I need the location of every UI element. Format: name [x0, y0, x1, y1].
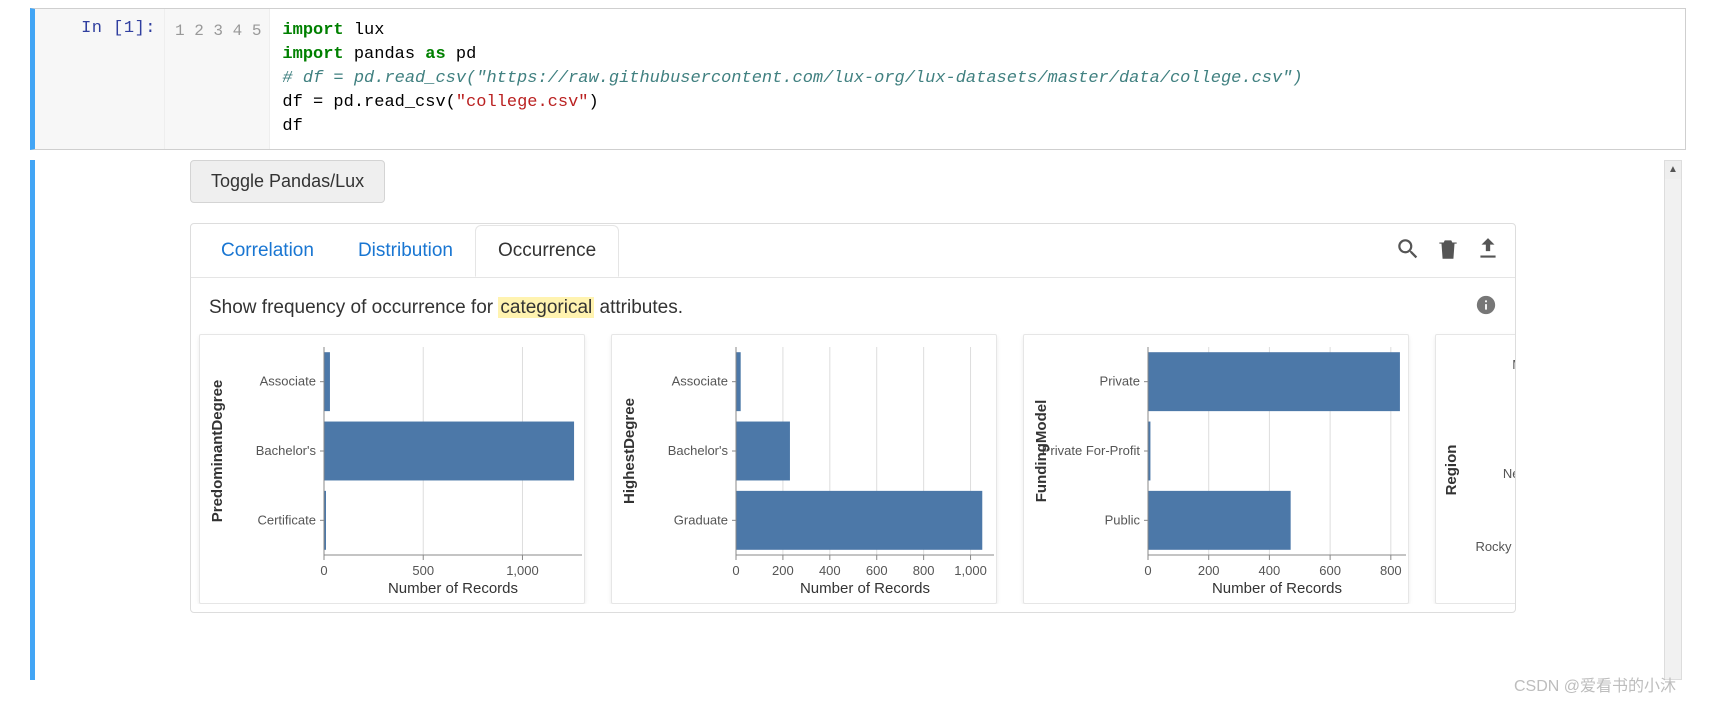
cell-output: Toggle Pandas/Lux CorrelationDistributio…	[30, 160, 1686, 680]
chart-card[interactable]: 0 200 400 600 800 1,000 Associate Bachelor's Gra…	[611, 334, 997, 604]
code-cell: In [1]: 1 2 3 4 5 import lux import pand…	[30, 8, 1686, 150]
watermark-text: CSDN @爱看书的小沐	[1514, 672, 1676, 696]
desc-prefix: Show frequency of occurrence for	[209, 297, 498, 318]
svg-text:Nev: Nev	[1503, 466, 1515, 481]
svg-text:600: 600	[1319, 563, 1341, 578]
tab-description: Show frequency of occurrence for categor…	[191, 278, 1515, 326]
svg-text:400: 400	[819, 563, 841, 578]
svg-text:Mi: Mi	[1512, 357, 1515, 372]
svg-text:Certificate: Certificate	[257, 512, 316, 527]
svg-text:Associate: Associate	[672, 374, 728, 389]
svg-text:Number of Records: Number of Records	[800, 580, 930, 597]
svg-text:Number of Records: Number of Records	[1212, 580, 1342, 597]
svg-text:Public: Public	[1105, 512, 1141, 527]
svg-text:0: 0	[1144, 563, 1151, 578]
svg-text:Private: Private	[1100, 374, 1140, 389]
svg-text:Bachelor's: Bachelor's	[668, 443, 729, 458]
chart-card[interactable]: 0 200 400 600 800 Private Private For-Profit Pu…	[1023, 334, 1409, 604]
cell-prompt: In [1]:	[35, 9, 165, 149]
svg-text:1,000: 1,000	[506, 563, 539, 578]
lux-widget-panel: CorrelationDistributionOccurrence Show f…	[190, 223, 1516, 613]
info-icon[interactable]	[1475, 294, 1497, 322]
svg-text:200: 200	[1198, 563, 1220, 578]
svg-text:0: 0	[732, 563, 739, 578]
svg-text:0: 0	[320, 563, 327, 578]
tab-correlation[interactable]: Correlation	[199, 226, 336, 276]
svg-text:Graduate: Graduate	[674, 512, 728, 527]
svg-text:Region: Region	[1443, 445, 1460, 496]
svg-text:800: 800	[913, 563, 935, 578]
svg-text:FundingModel: FundingModel	[1033, 400, 1050, 502]
svg-text:400: 400	[1259, 563, 1281, 578]
toggle-pandas-lux-button[interactable]: Toggle Pandas/Lux	[190, 160, 385, 203]
svg-text:Private For-Profit: Private For-Profit	[1042, 443, 1141, 458]
svg-text:Number of Records: Number of Records	[388, 580, 518, 597]
tab-occurrence[interactable]: Occurrence	[475, 225, 619, 277]
tab-distribution[interactable]: Distribution	[336, 226, 475, 276]
svg-text:600: 600	[866, 563, 888, 578]
tab-bar: CorrelationDistributionOccurrence	[191, 224, 1515, 278]
output-scrollbar[interactable]: ▲	[1664, 160, 1682, 680]
svg-text:1,000: 1,000	[954, 563, 987, 578]
chart-card[interactable]: RegionMiGGNevSRocky M	[1435, 334, 1515, 604]
desc-suffix: attributes.	[594, 297, 683, 318]
chart-gallery[interactable]: 0 500 1,000 Associate Bachelor's Certificate P…	[191, 326, 1515, 604]
svg-text:Associate: Associate	[260, 374, 316, 389]
svg-text:Rocky M: Rocky M	[1475, 539, 1515, 554]
desc-highlight: categorical	[498, 297, 594, 318]
toolbar-icons	[1395, 236, 1501, 265]
svg-text:200: 200	[772, 563, 794, 578]
svg-text:Bachelor's: Bachelor's	[256, 443, 317, 458]
upload-icon[interactable]	[1475, 236, 1501, 265]
svg-text:HighestDegree: HighestDegree	[621, 398, 638, 504]
svg-text:500: 500	[412, 563, 434, 578]
chart-card[interactable]: 0 500 1,000 Associate Bachelor's Certificate P…	[199, 334, 585, 604]
code-editor[interactable]: import lux import pandas as pd # df = pd…	[270, 9, 1314, 149]
svg-text:800: 800	[1380, 563, 1402, 578]
line-number-gutter: 1 2 3 4 5	[165, 9, 270, 149]
search-icon[interactable]	[1395, 236, 1421, 265]
scroll-up-arrow[interactable]: ▲	[1665, 161, 1681, 179]
svg-text:PredominantDegree: PredominantDegree	[209, 380, 226, 523]
trash-icon[interactable]	[1435, 236, 1461, 265]
